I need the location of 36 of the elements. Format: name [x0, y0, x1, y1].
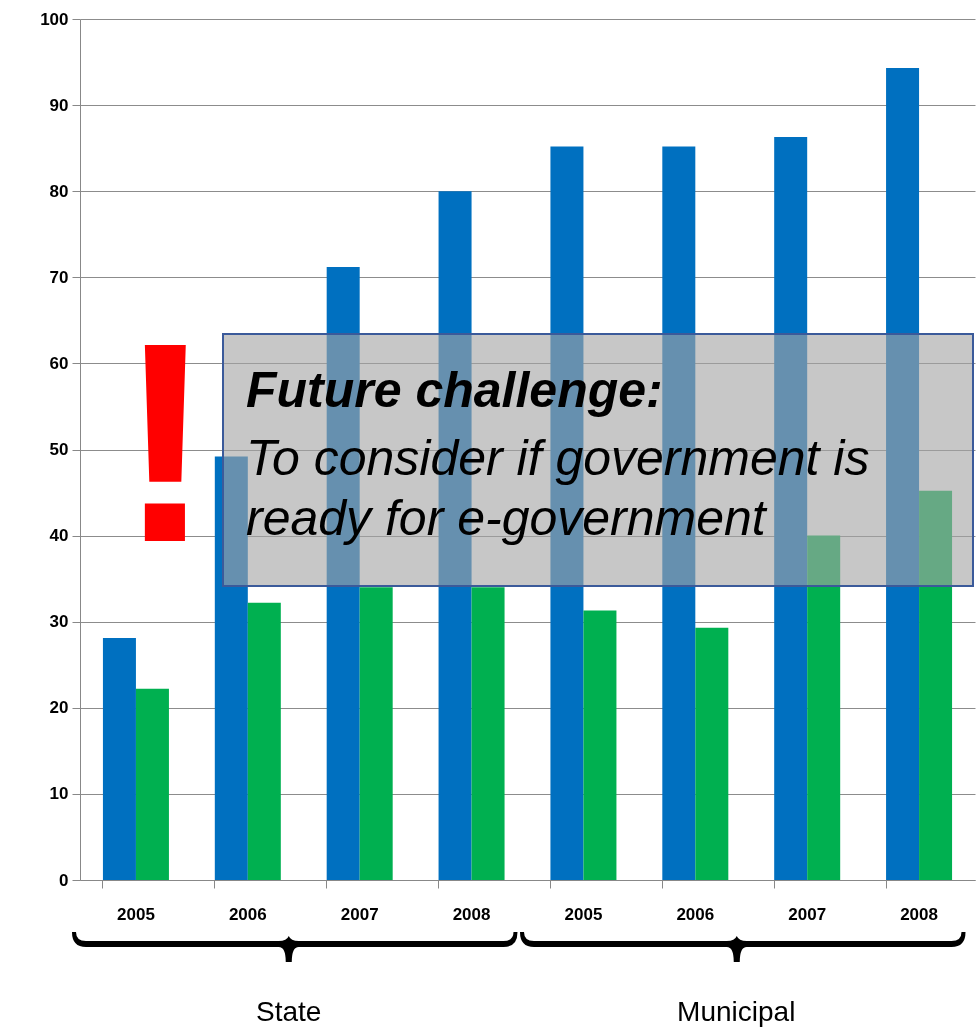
bar: [102, 638, 136, 880]
x-tick-label: 2007: [340, 904, 379, 924]
annotation: Future challenge:: [246, 361, 664, 420]
bar: [919, 490, 953, 880]
y-tick-label: 50: [49, 440, 69, 459]
x-tick-label: 2008: [452, 904, 491, 924]
annotation: To consider if government is ready for e-government: [246, 429, 871, 548]
y-tick-label: 10: [49, 784, 69, 804]
x-tick-label: 2006: [228, 904, 267, 924]
x-tick-label: 2006: [676, 904, 715, 924]
text: Municipal: [676, 996, 797, 1028]
bar: [214, 456, 248, 880]
bar: [135, 688, 169, 880]
y-tick-label: 20: [49, 698, 69, 718]
bar: [583, 610, 617, 880]
y-tick-label: 80: [49, 181, 69, 201]
text: State: [255, 996, 323, 1028]
x-tick-label: 2005: [564, 904, 603, 924]
y-tick-label: 30: [49, 612, 69, 632]
bar: [886, 68, 920, 880]
x-tick-label: 2008: [900, 904, 938, 924]
x-tick-label: 2005: [117, 904, 155, 924]
x-tick-label: 2007: [788, 904, 827, 924]
bar: [807, 535, 841, 880]
y-tick-label: 90: [49, 95, 69, 115]
y-tick-label: 70: [49, 267, 69, 287]
bar: [695, 627, 729, 880]
y-tick-label: 100: [40, 9, 69, 29]
note-box: Future challenge: To consider if government is ready for e-government: [222, 333, 974, 587]
bar: [247, 602, 281, 880]
y-tick-label: 0: [59, 870, 69, 890]
y-tick-label: 40: [49, 526, 69, 546]
bar: [359, 587, 393, 880]
annotation: !: [118, 283, 213, 601]
y-tick-label: 60: [49, 353, 69, 373]
bar: [471, 587, 505, 880]
